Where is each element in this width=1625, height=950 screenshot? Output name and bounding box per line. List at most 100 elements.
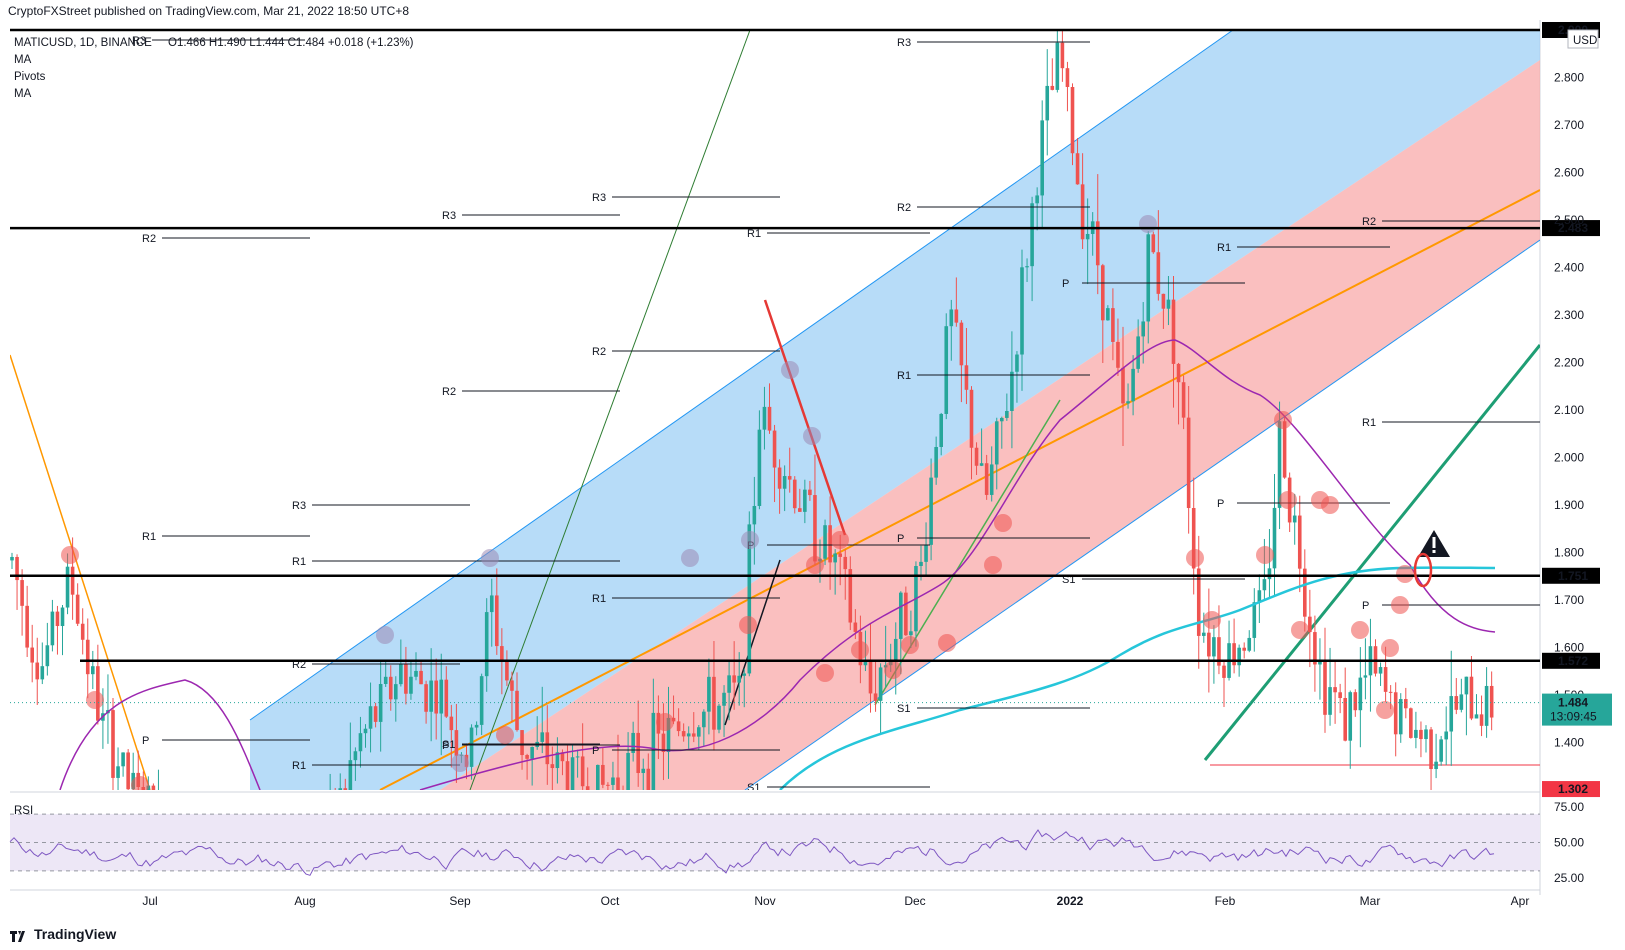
pivot-label: R1	[142, 531, 156, 543]
candle-body	[1202, 632, 1206, 636]
pivot-label: R2	[592, 346, 606, 358]
candle-body	[681, 731, 686, 737]
candle-body	[1292, 515, 1297, 523]
candle-body	[1080, 184, 1085, 240]
pivot-label: R1	[1362, 417, 1376, 429]
candle-body	[661, 733, 666, 753]
candle-body	[1297, 515, 1302, 569]
y-tick: 1.900	[1554, 498, 1584, 512]
currency-badge[interactable]	[1567, 29, 1599, 49]
marker-dot	[61, 546, 79, 564]
candle-body	[1358, 677, 1363, 711]
candle-body	[60, 607, 65, 627]
candle-body	[1181, 382, 1186, 418]
candle-body	[1409, 708, 1413, 738]
trend-orange-down	[10, 354, 151, 790]
candle-body	[1414, 729, 1418, 738]
candle-body	[934, 446, 938, 478]
candle-body	[742, 673, 747, 676]
tradingview-logo[interactable]: TradingView	[10, 926, 116, 942]
candle-body	[146, 785, 151, 790]
candle-body	[1095, 221, 1100, 266]
trend-orange-up	[379, 189, 1540, 790]
key-level-tag	[1542, 220, 1600, 237]
candle-body	[1030, 203, 1034, 267]
x-tick: Sep	[449, 894, 471, 908]
candle-body	[813, 495, 817, 562]
marker-dot	[1351, 621, 1369, 639]
candle-body	[1131, 368, 1135, 402]
time-axis: Jul Aug Sep Oct Nov Dec 2022 Feb Mar Apr	[10, 889, 1540, 908]
rsi-line	[9, 829, 1495, 876]
candle-body	[35, 662, 40, 680]
candle-body	[1378, 667, 1383, 674]
trend-green-thin	[469, 30, 751, 790]
candle-body	[1393, 692, 1398, 735]
candle-body	[1121, 367, 1125, 404]
legend-study-pivots[interactable]: Pivots	[14, 71, 46, 83]
candle-body	[782, 476, 787, 489]
candle-body	[1262, 579, 1267, 591]
candle-body	[484, 612, 489, 677]
candle-body	[1449, 696, 1454, 732]
candle-body	[944, 326, 949, 414]
candle-body	[954, 309, 959, 323]
highlight-ellipse	[1413, 552, 1433, 588]
pivot-label: R2	[442, 386, 456, 398]
y-tick: 1.800	[1554, 546, 1584, 560]
candle-body	[217, 883, 221, 884]
key-level-value: 2.483	[1558, 221, 1588, 235]
pivot-label: R3	[132, 35, 146, 47]
x-tick: Jul	[142, 894, 157, 908]
trendlines	[10, 30, 1540, 790]
candle-body	[979, 463, 984, 466]
candle-body	[1232, 643, 1236, 666]
y-tick: 2.000	[1554, 451, 1584, 465]
candle-body	[1116, 341, 1120, 368]
candle-body	[560, 752, 565, 762]
trend-red-drop	[763, 299, 847, 536]
marker-dot	[741, 531, 759, 549]
candle-body	[1222, 665, 1226, 678]
legend-study-ma[interactable]: MA	[14, 54, 32, 66]
marker-dot	[1391, 596, 1409, 614]
pivot-label: R1	[897, 370, 911, 382]
x-tick: Nov	[754, 894, 775, 908]
candle-body	[1196, 568, 1201, 636]
candle-body	[30, 647, 34, 663]
key-level-tag	[1542, 781, 1600, 798]
pivot-label: S1	[442, 739, 455, 751]
candle-body	[1489, 685, 1494, 718]
candle-body	[616, 777, 620, 790]
channels	[249, 30, 1540, 790]
x-tick: Mar	[1360, 894, 1381, 908]
candle-body	[1318, 661, 1322, 665]
candle-body	[1156, 252, 1161, 294]
candle-body	[1252, 602, 1257, 638]
marker-dot	[681, 549, 699, 567]
candle-body	[767, 406, 772, 431]
candle-body	[439, 679, 444, 714]
candle-body	[1343, 698, 1347, 741]
y-tick: 2.500	[1554, 213, 1584, 227]
candle-body	[1474, 714, 1479, 719]
candle-body	[1040, 120, 1044, 196]
candle-body	[984, 463, 989, 495]
legend-study-ma-2[interactable]: MA	[14, 88, 32, 100]
candle-body	[10, 556, 14, 561]
candle-body	[611, 777, 615, 785]
candle-body	[520, 730, 524, 756]
marker-dot	[1186, 549, 1204, 567]
y-tick: 1.600	[1554, 641, 1584, 655]
candle-body	[126, 752, 130, 790]
marker-dot	[739, 616, 757, 634]
channel-bottom-line	[744, 239, 1540, 790]
candle-body	[1166, 299, 1171, 309]
marker-dot	[1256, 546, 1274, 564]
candle-body	[1106, 308, 1110, 321]
marker-dot	[1279, 491, 1297, 509]
marker-dot	[884, 661, 902, 679]
candle-body	[510, 680, 514, 691]
x-tick: Aug	[294, 894, 315, 908]
